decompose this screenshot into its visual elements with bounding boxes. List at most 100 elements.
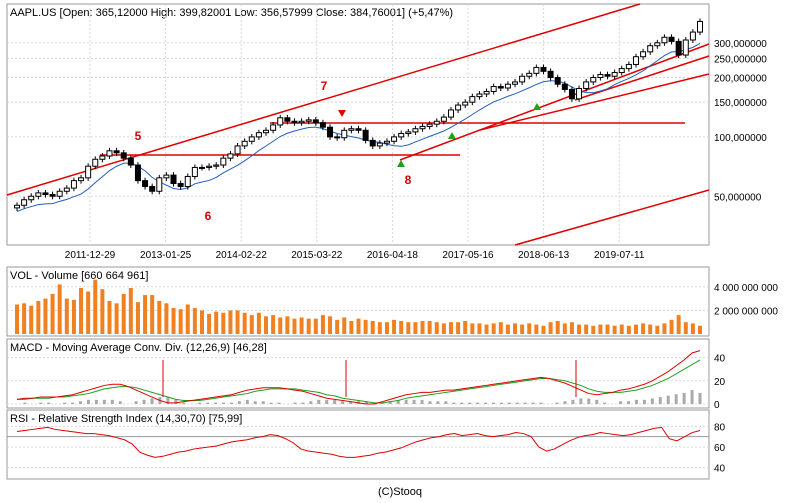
macd-histogram-bar (39, 402, 43, 404)
volume-bar (527, 323, 532, 334)
volume-bar (185, 304, 190, 334)
candle-body (519, 75, 526, 83)
rsi-title: RSI - Relative Strength Index (14,30,70)… (10, 413, 242, 425)
volume-y-tick-label: 4 000 000 000 (714, 283, 778, 294)
macd-panel (6, 338, 710, 409)
volume-bar (655, 325, 660, 334)
volume-bar (313, 318, 318, 334)
macd-line (16, 350, 701, 405)
volume-bar (143, 295, 148, 334)
volume-bar (235, 310, 240, 334)
price-y-tick-label: 100,000000 (714, 133, 767, 144)
volume-bar (633, 324, 638, 334)
candle-body (483, 90, 490, 95)
macd-histogram-bar (563, 401, 567, 404)
candle-body (206, 165, 213, 168)
candle-body (319, 122, 326, 128)
volume-bar (619, 324, 624, 334)
macd-histogram-bar (47, 402, 51, 404)
macd-histogram-bar (102, 399, 106, 404)
price-x-tick-label: 2011-12-29 (65, 250, 116, 261)
candle-body (611, 72, 618, 77)
candle-body (198, 166, 205, 169)
wave-label: 7 (321, 79, 328, 93)
volume-y-tick-label: 2 000 000 000 (714, 306, 778, 317)
macd-histogram-bar (499, 402, 503, 404)
macd-histogram-bar (118, 401, 122, 404)
macd-histogram-bar (71, 402, 75, 404)
volume-bar (662, 323, 667, 334)
sell-arrow-marker (338, 110, 346, 117)
candle-body (134, 164, 141, 182)
candle-body (590, 77, 597, 83)
macd-histogram-bar (150, 398, 154, 404)
candle-body (298, 120, 305, 124)
macd-histogram-bar (182, 402, 186, 404)
candle-body (583, 81, 590, 89)
candle-body (604, 74, 611, 77)
candle-body (490, 86, 497, 92)
candle-body (533, 66, 540, 74)
macd-histogram-bar (134, 401, 138, 404)
candle-body (455, 104, 462, 111)
rsi-y-tick-label: 40 (714, 464, 726, 475)
macd-histogram-bar (364, 401, 368, 404)
macd-signal-line (17, 359, 701, 404)
volume-bar (534, 324, 539, 334)
volume-bar (135, 302, 140, 334)
price-x-tick-label: 2019-07-11 (594, 250, 645, 261)
macd-histogram-bar (484, 402, 488, 404)
macd-histogram-bar (555, 402, 559, 404)
volume-bar (491, 323, 496, 334)
candle-body (597, 74, 604, 79)
volume-bar (264, 316, 269, 334)
price-x-tick-label: 2018-06-13 (518, 250, 570, 261)
candle-body (184, 175, 191, 188)
volume-bar (676, 315, 681, 334)
volume-bar (448, 322, 453, 334)
candle-body (497, 86, 504, 89)
candle-body (341, 129, 348, 139)
price-y-tick-label: 250,000000 (714, 54, 767, 65)
candle-body (568, 88, 575, 100)
volume-bar (107, 300, 112, 334)
volume-bar (128, 287, 133, 334)
candle-body (70, 180, 77, 189)
candle-body (383, 140, 390, 144)
macd-histogram-bar (221, 402, 225, 404)
candle-body (647, 45, 654, 53)
candle-body (426, 123, 433, 127)
candle-body (42, 192, 49, 196)
candle-body (469, 96, 476, 103)
volume-bar (79, 287, 84, 334)
candle-body (305, 119, 312, 122)
candle-body (213, 164, 220, 167)
macd-histogram-bar (619, 401, 623, 404)
macd-histogram-bar (595, 399, 599, 404)
candle-body (476, 93, 483, 98)
candle-body (177, 183, 184, 188)
volume-bar (626, 325, 631, 334)
volume-bar (698, 325, 702, 334)
volume-bar (50, 293, 55, 334)
trend-line (574, 55, 710, 101)
candle-body (561, 83, 568, 90)
candle-body (625, 63, 632, 70)
candle-body (191, 166, 198, 177)
candle-body (576, 87, 583, 100)
volume-bar (591, 325, 596, 334)
price-y-tick-label: 200,000000 (714, 74, 767, 85)
macd-histogram-bar (396, 399, 400, 404)
macd-histogram-bar (333, 399, 337, 404)
volume-bar (64, 298, 69, 334)
macd-histogram-bar (436, 401, 440, 404)
candle-body (369, 139, 376, 147)
volume-bar (434, 322, 439, 334)
volume-bar (356, 318, 361, 334)
wave-label: 6 (205, 209, 212, 223)
volume-bar (463, 321, 468, 334)
trend-line (479, 73, 710, 131)
candle-body (540, 66, 547, 72)
macd-histogram-bar (476, 402, 480, 404)
volume-bar (413, 322, 418, 334)
